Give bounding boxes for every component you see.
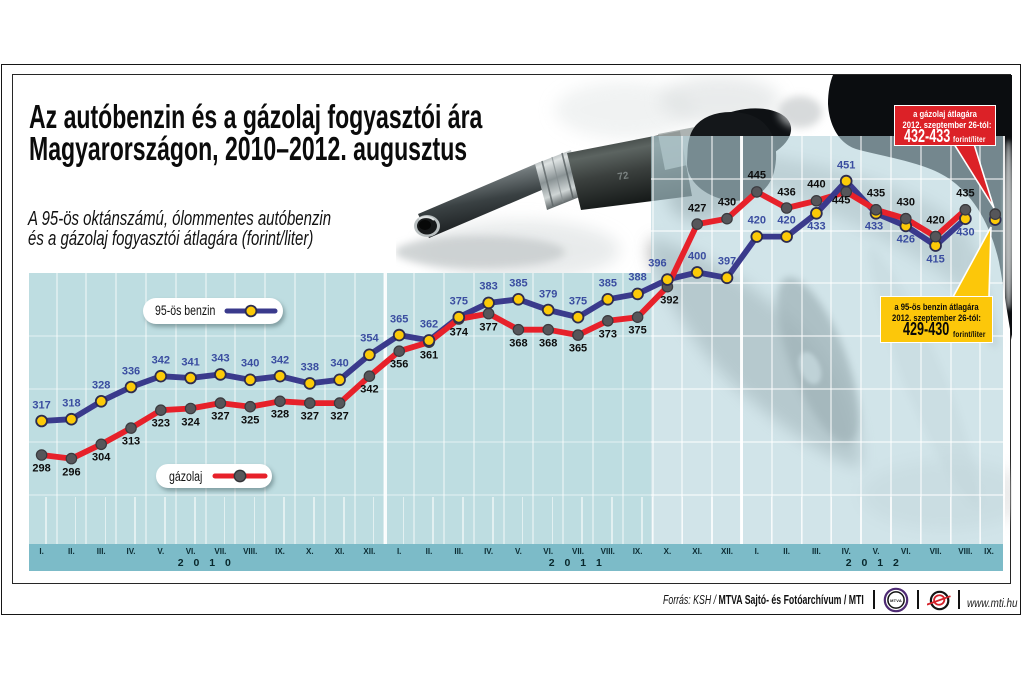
svg-text:MTVA: MTVA bbox=[890, 598, 902, 603]
svg-text:72: 72 bbox=[617, 170, 630, 183]
